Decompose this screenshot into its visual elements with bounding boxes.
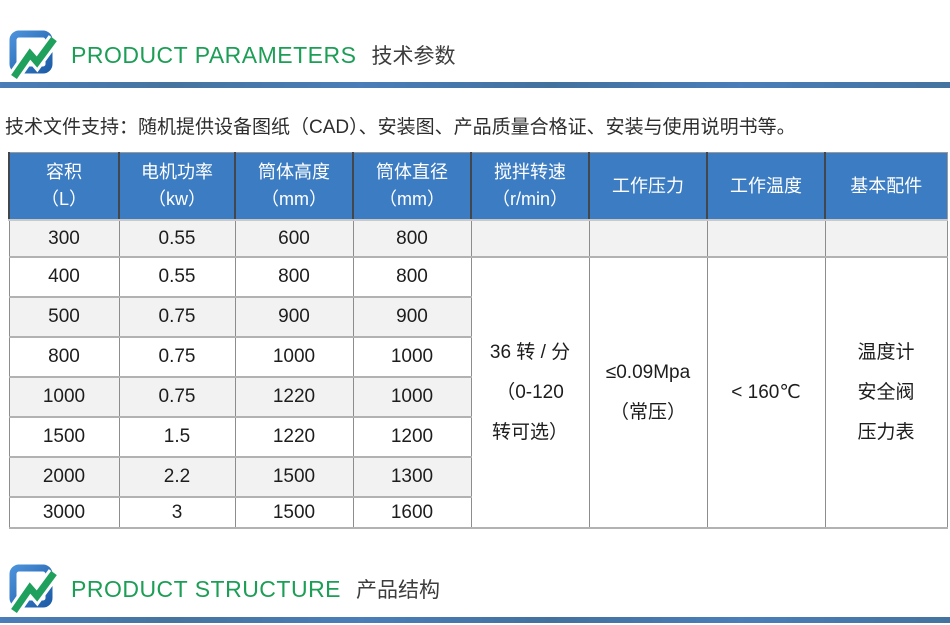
- table-row: 300 0.55 600 800: [8, 219, 948, 258]
- table-cell: 1600: [352, 496, 472, 529]
- section-title-en: PRODUCT STRUCTURE: [71, 575, 342, 602]
- header-line: 基本配件: [850, 175, 923, 196]
- table-cell: 500: [8, 296, 120, 338]
- spec-table: 容积 （L） 电机功率 （kw） 筒体高度 （mm） 筒体直径 （mm） 搅拌转速 （r/…: [8, 152, 948, 529]
- header-line: （r/min）: [492, 189, 568, 209]
- table-cell: 400: [8, 256, 120, 298]
- table-cell: 3: [118, 496, 236, 529]
- merged-line: 安全阀: [857, 381, 915, 403]
- brand-logo-icon: [8, 30, 58, 80]
- table-cell: 300: [8, 219, 120, 258]
- header-line: （L）: [40, 189, 87, 209]
- merged-line: （0-120: [496, 381, 564, 403]
- table-cell: 900: [234, 296, 354, 338]
- merged-cell-accessories: 温度计 安全阀 压力表: [824, 256, 948, 529]
- section-title-en: PRODUCT PARAMETERS: [71, 41, 357, 68]
- merged-line: 压力表: [857, 421, 915, 443]
- header-row: 容积 （L） 电机功率 （kw） 筒体高度 （mm） 筒体直径 （mm） 搅拌转速 （r/…: [8, 152, 948, 221]
- header-cell-motor-power: 电机功率 （kw）: [118, 152, 235, 221]
- merged-cell-stir-speed: 36 转 / 分 （0-120 转可选）: [470, 256, 590, 529]
- header-line: （kw）: [148, 189, 206, 209]
- brand-logo-icon: [8, 564, 58, 614]
- table-row: 800 0.75 1000 1000: [8, 336, 947, 378]
- table-cell: 1300: [352, 456, 472, 498]
- table-cell: 0.75: [118, 336, 236, 378]
- header-line: 容积: [46, 162, 82, 182]
- table-cell: 1000: [8, 376, 120, 418]
- merged-line: 温度计: [857, 341, 915, 363]
- table-cell: 1200: [352, 416, 472, 458]
- table-cell: 0.75: [118, 376, 236, 418]
- table-cell: 3000: [8, 496, 120, 529]
- merged-line: < 160℃: [731, 381, 801, 403]
- section-title-zh: 产品结构: [356, 579, 441, 602]
- section-header-structure: PRODUCT STRUCTURE 产品结构: [8, 564, 440, 614]
- table-row: 3000 3 1500 1600: [8, 496, 947, 529]
- header-line: 筒体高度: [258, 162, 330, 182]
- header-line: 工作温度: [730, 175, 802, 196]
- table-cell: 0.55: [118, 219, 236, 258]
- merged-cell-temperature: < 160℃: [706, 256, 826, 529]
- table-cell: 800: [352, 219, 472, 258]
- header-cell-body-height: 筒体高度 （mm）: [234, 152, 353, 221]
- header-line: 搅拌转速: [494, 162, 566, 182]
- merged-line: （常压）: [609, 401, 686, 423]
- table-cell-empty: [588, 219, 708, 258]
- table-row: 1500 1.5 1220 1200: [8, 416, 947, 458]
- table-cell: 1220: [234, 416, 354, 458]
- table-cell: 1000: [352, 376, 472, 418]
- table-cell: 800: [8, 336, 120, 378]
- header-line: （mm）: [379, 189, 445, 209]
- section-title-zh: 技术参数: [371, 45, 456, 68]
- table-cell: 1000: [234, 336, 354, 378]
- table-cell: 800: [234, 256, 354, 298]
- table-cell: 0.55: [118, 256, 236, 298]
- header-line: 电机功率: [141, 162, 213, 182]
- header-line: 筒体直径: [376, 162, 448, 182]
- table-cell-empty: [824, 219, 948, 258]
- table-cell: 800: [352, 256, 472, 298]
- table-cell: 1220: [234, 376, 354, 418]
- table-cell-empty: [706, 219, 826, 258]
- merged-cell-pressure: ≤0.09Mpa （常压）: [588, 256, 708, 529]
- table-cell: 2000: [8, 456, 120, 498]
- header-cell-stir-speed: 搅拌转速 （r/min）: [470, 152, 589, 221]
- header-cell-body-diameter: 筒体直径 （mm）: [352, 152, 471, 221]
- table-row: 400 0.55 800 800 36 转 / 分 （0-120 转可选） ≤0…: [8, 256, 948, 529]
- header-cell-work-temperature: 工作温度: [706, 152, 825, 221]
- accent-bar-top: [0, 82, 950, 88]
- table-cell: 1500: [234, 496, 354, 529]
- table-cell: 0.75: [118, 296, 236, 338]
- section-header-parameters: PRODUCT PARAMETERS 技术参数: [8, 30, 455, 80]
- accent-bar-bottom: [0, 617, 950, 623]
- header-cell-volume: 容积 （L）: [8, 152, 119, 221]
- table-cell: 600: [234, 219, 354, 258]
- table-cell: 1000: [352, 336, 472, 378]
- table-cell: 900: [352, 296, 472, 338]
- table-cell: 1500: [8, 416, 120, 458]
- header-line: （mm）: [261, 189, 327, 209]
- table-cell: 1.5: [118, 416, 236, 458]
- table-cell: 1500: [234, 456, 354, 498]
- header-cell-work-pressure: 工作压力: [588, 152, 707, 221]
- header-line: 工作压力: [612, 175, 684, 196]
- table-cell-empty: [470, 219, 590, 258]
- merged-line: 36 转 / 分: [489, 341, 571, 363]
- tech-support-note: 技术文件支持：随机提供设备图纸（CAD）、安装图、产品质量合格证、安装与使用说明…: [5, 117, 796, 138]
- merged-line: ≤0.09Mpa: [605, 361, 691, 383]
- table-cell: 2.2: [118, 456, 236, 498]
- merged-line: 转可选）: [491, 421, 568, 443]
- header-cell-accessories: 基本配件: [824, 152, 948, 221]
